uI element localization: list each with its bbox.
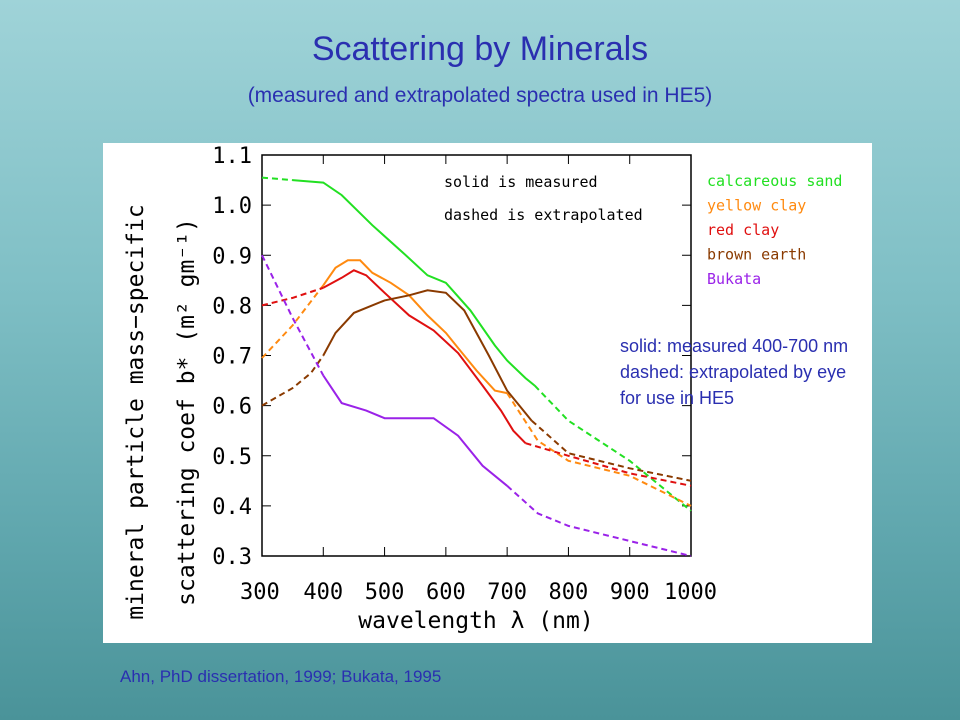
x-tick-label: 800	[549, 580, 589, 605]
brown-earth-dashed-tail-line	[531, 419, 692, 482]
y-tick-label: 0.3	[212, 545, 252, 570]
red-clay-solid-line	[322, 269, 527, 444]
y-tick-label: 0.5	[212, 445, 252, 470]
y-tick-label: 0.7	[212, 345, 252, 370]
x-tick-label: 400	[303, 580, 343, 605]
legend-item-yellow-clay: yellow clay	[707, 197, 806, 215]
x-tick-label: 300	[240, 580, 280, 605]
x-tick-label: 900	[610, 580, 650, 605]
yellow-clay-dashed-line	[261, 284, 325, 359]
x-tick-label: 700	[487, 580, 527, 605]
y-tick-label: 1.0	[212, 194, 252, 219]
note-box: solid: measured 400-700 nm dashed: extra…	[620, 333, 950, 411]
yellow-clay-solid-line	[322, 259, 508, 395]
legend-item-red-clay: red clay	[707, 221, 779, 239]
citation: Ahn, PhD dissertation, 1999; Bukata, 199…	[120, 667, 442, 686]
calcareous-sand-dashed-line	[261, 176, 293, 182]
chart-svg: mineral particle mass−specific scatterin…	[123, 144, 842, 634]
y-tick-label: 0.8	[212, 294, 252, 319]
y-tick-label: 0.6	[212, 395, 252, 420]
note-line-solid: solid: measured 400-700 nm	[620, 336, 849, 356]
bukata-dashed-line	[261, 254, 325, 376]
legend-item-bukata: Bukata	[707, 270, 761, 288]
legend: calcareous sand yellow clay red clay brown …	[707, 172, 842, 288]
x-tick-label: 500	[365, 580, 405, 605]
legend-item-calcareous-sand: calcareous sand	[707, 172, 842, 190]
x-tick-label: 1000	[664, 580, 717, 605]
y-tick-label: 1.1	[212, 144, 252, 169]
bukata-solid-line	[322, 374, 508, 487]
calcareous-sand-dashed-tail-line	[533, 384, 692, 512]
red-clay-dashed-line	[261, 286, 324, 307]
bukata-dashed-tail-line	[506, 485, 692, 557]
brown-earth-dashed-line	[261, 354, 325, 407]
brown-earth-solid-line	[322, 289, 533, 422]
y-tick-label: 0.9	[212, 244, 252, 269]
y-axis-title-line2: scattering coef b* (m² gm⁻¹)	[174, 218, 200, 606]
chart-panel: mineral particle mass−specific scatterin…	[103, 143, 872, 643]
y-tick-label: 0.4	[212, 495, 252, 520]
note-line-use: for use in HE5	[620, 388, 735, 408]
x-axis-title: wavelength λ (nm)	[358, 608, 593, 634]
y-axis-title-line1: mineral particle mass−specific	[123, 204, 149, 619]
red-clay-dashed-tail-line	[525, 442, 692, 487]
y-axis-title: mineral particle mass−specific scatterin…	[123, 204, 200, 619]
slide-subtitle: (measured and extrapolated spectra used …	[247, 84, 713, 107]
note-line-dashed: dashed: extrapolated by eye	[620, 362, 847, 382]
slide-title: Scattering by Minerals	[311, 30, 649, 68]
calcareous-sand-solid-line	[292, 179, 536, 387]
annotation-solid: solid is measured	[444, 173, 598, 191]
annotation-dashed: dashed is extrapolated	[444, 206, 643, 224]
x-tick-label: 600	[426, 580, 466, 605]
legend-item-brown-earth: brown earth	[707, 246, 806, 264]
